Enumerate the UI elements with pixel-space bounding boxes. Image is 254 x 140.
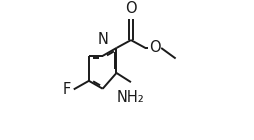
Text: F: F — [62, 82, 70, 97]
Text: O: O — [125, 1, 137, 16]
Text: NH₂: NH₂ — [117, 90, 145, 105]
Text: N: N — [97, 32, 108, 47]
Text: O: O — [149, 40, 160, 55]
